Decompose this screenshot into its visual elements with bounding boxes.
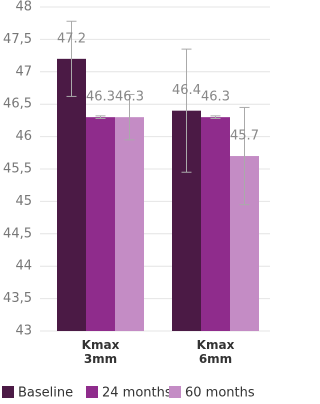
y-tick-label: 44 bbox=[15, 259, 32, 274]
y-tick-label: 43,5 bbox=[3, 291, 32, 306]
value-label: 46.3 bbox=[86, 90, 115, 105]
error-bar bbox=[210, 115, 221, 119]
y-tick-label: 46 bbox=[15, 129, 32, 144]
x-tick-label: Kmax 3mm bbox=[82, 338, 120, 366]
value-label: 47.2 bbox=[57, 31, 86, 46]
x-tick-label-line: 6mm bbox=[199, 352, 232, 366]
error-bar bbox=[239, 106, 250, 206]
x-tick-label-line: Kmax bbox=[82, 338, 120, 352]
bar bbox=[115, 117, 144, 331]
y-tick-label: 48 bbox=[15, 0, 32, 15]
bar bbox=[86, 117, 115, 331]
legend-swatch bbox=[169, 386, 181, 398]
legend-label: Baseline bbox=[18, 386, 73, 401]
y-tick-label: 44,5 bbox=[3, 226, 32, 241]
value-label: 46.3 bbox=[115, 90, 144, 105]
error-bar bbox=[95, 115, 106, 119]
legend-label: 24 months bbox=[102, 386, 172, 401]
value-label: 45.7 bbox=[230, 129, 259, 144]
y-tick-label: 45 bbox=[15, 194, 32, 209]
y-tick-label: 43 bbox=[15, 324, 32, 339]
legend-label: 60 months bbox=[185, 386, 255, 401]
bar bbox=[57, 58, 86, 332]
y-tick-label: 46,5 bbox=[3, 97, 32, 112]
x-tick-label-line: 3mm bbox=[84, 352, 117, 366]
value-label: 46.3 bbox=[201, 90, 230, 105]
error-bar bbox=[181, 48, 192, 173]
error-bar bbox=[124, 93, 135, 141]
error-bar bbox=[66, 20, 77, 97]
legend-swatch bbox=[2, 386, 14, 398]
bar bbox=[201, 117, 230, 331]
value-label: 46.4 bbox=[172, 83, 201, 98]
y-tick-label: 45,5 bbox=[3, 162, 32, 177]
y-tick-label: 47 bbox=[15, 64, 32, 79]
legend-swatch bbox=[86, 386, 98, 398]
y-tick-label: 47,5 bbox=[3, 32, 32, 47]
x-tick-label: Kmax 6mm bbox=[197, 338, 235, 366]
x-tick-label-line: Kmax bbox=[197, 338, 235, 352]
